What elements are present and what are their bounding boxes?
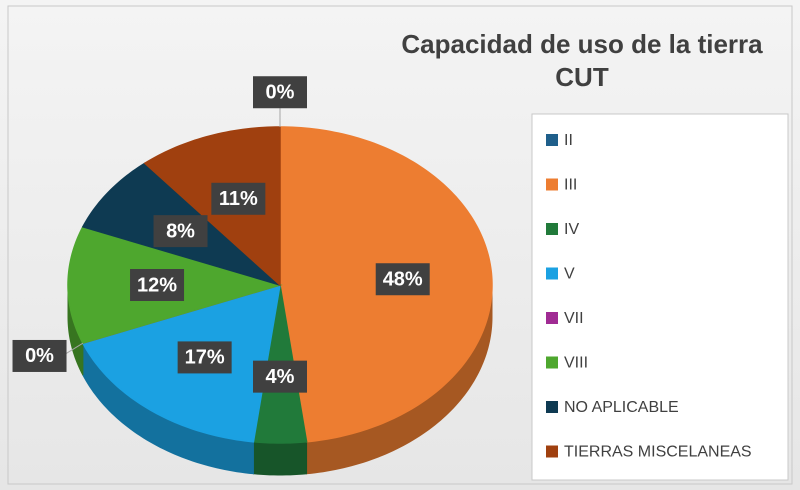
data-label-text: 4% [266, 366, 295, 388]
data-label-text: 0% [25, 345, 54, 367]
data-label-text: 17% [185, 347, 225, 369]
legend-swatch [546, 445, 558, 458]
chart-title: Capacidad de uso de la tierra CUT [401, 29, 763, 92]
legend-swatch [546, 401, 558, 413]
legend-label: V [564, 266, 575, 283]
data-label: 8% [153, 215, 208, 248]
legend-label: TIERRAS MISCELANEAS [564, 444, 752, 461]
data-label-box [130, 269, 185, 301]
data-label-box [375, 263, 430, 296]
legend-swatch [546, 267, 558, 280]
data-label: 0% [253, 76, 307, 109]
legend-swatch [546, 356, 558, 369]
chart-border [7, 5, 793, 485]
data-label-box [253, 360, 307, 393]
data-label-box [253, 76, 307, 109]
data-label: 0% [12, 339, 67, 372]
data-label-text: 48% [383, 269, 423, 291]
legend-swatch [546, 223, 558, 235]
data-label-text: 8% [166, 220, 195, 242]
data-label: 4% [253, 360, 307, 393]
data-label: 48% [375, 263, 430, 296]
data-label: 12% [130, 269, 185, 301]
data-label-box [12, 339, 67, 372]
data-label: 11% [211, 182, 266, 215]
legend-label: VIII [564, 355, 588, 372]
legend-label: VII [564, 310, 584, 327]
legend-label: NO APLICABLE [564, 399, 679, 416]
legend-label: IV [564, 221, 579, 238]
legend-box [531, 113, 789, 481]
data-label-box [153, 215, 208, 248]
data-label: 17% [177, 341, 232, 374]
data-label-box [177, 341, 232, 374]
legend-label: II [564, 132, 573, 149]
legend-swatch [546, 312, 558, 324]
data-label-text: 0% [266, 82, 295, 104]
slice-side [252, 441, 308, 476]
legend-swatch [546, 134, 558, 146]
data-label-text: 12% [137, 274, 177, 296]
data-label-text: 11% [219, 188, 258, 210]
data-label-box [211, 182, 266, 215]
legend-swatch [546, 178, 558, 191]
legend-label: III [564, 177, 577, 194]
